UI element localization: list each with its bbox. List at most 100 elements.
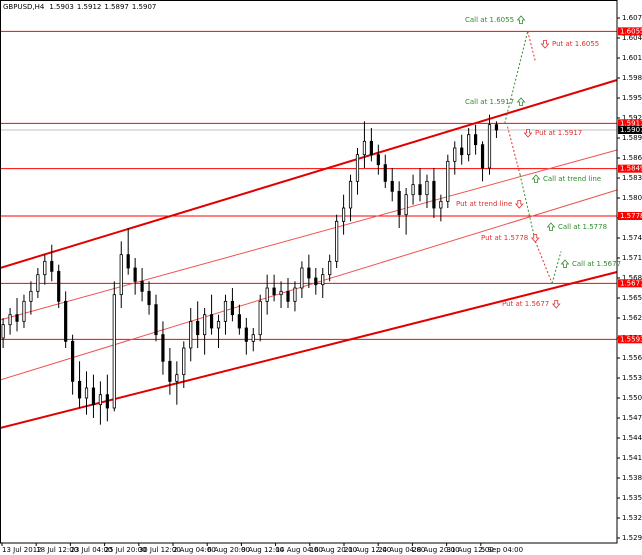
header-price: 1.5912: [77, 3, 102, 11]
arrow-icon: [516, 15, 526, 24]
y-tick-label: 1.5865: [622, 154, 642, 162]
annotation: Put at 1.5778: [481, 234, 528, 242]
y-tick-label: 1.5805: [622, 194, 642, 202]
candle-body: [77, 380, 82, 399]
candle-body: [223, 300, 228, 322]
annotation: Put at trend line: [456, 200, 512, 208]
header-price: 1.5897: [104, 3, 129, 11]
arrow-icon: [516, 97, 526, 106]
candle-body: [175, 374, 179, 382]
candle-body: [467, 134, 471, 156]
y-tick-label: 1.5895: [622, 134, 642, 142]
candle-body: [460, 147, 464, 156]
candle-body: [293, 287, 297, 302]
candle-body: [126, 254, 130, 269]
level-label: 1.5907: [620, 126, 642, 134]
y-tick-label: 1.5565: [622, 354, 642, 362]
candle-body: [57, 270, 61, 302]
candle-body: [43, 260, 47, 276]
candle-body: [244, 327, 248, 342]
y-tick-label: 1.5925: [622, 114, 642, 122]
candle-body: [140, 280, 144, 292]
candle-body: [98, 394, 103, 406]
y-tick-label: 1.5685: [622, 274, 642, 282]
level-label: 1.5677: [620, 279, 642, 287]
candle-body: [411, 184, 415, 196]
symbol: GBPUSD,H4: [3, 3, 45, 11]
arrow-icon: [546, 222, 556, 231]
trend-line: [0, 271, 618, 429]
candle-body: [369, 140, 373, 156]
candle-body: [230, 300, 235, 316]
plot-frame: [0, 0, 618, 544]
candle-body: [474, 134, 478, 146]
annotation: Put at 1.6055: [552, 40, 599, 48]
candle-body: [335, 220, 339, 262]
candle-body: [362, 140, 367, 156]
y-tick-label: 1.5445: [622, 434, 642, 442]
x-tick-label: 9 Aug 12:00: [241, 546, 284, 554]
y-tick-label: 1.5385: [622, 474, 642, 482]
arrow-icon: [523, 129, 533, 138]
candle-body: [161, 334, 165, 362]
annotation: Call at 1.5917: [465, 98, 514, 106]
annotation: Put at 1.5917: [535, 129, 582, 137]
y-tick-label: 1.5985: [622, 74, 642, 82]
arrow-icon: [540, 40, 550, 49]
level-tag: [618, 27, 642, 36]
candle-body: [168, 360, 172, 382]
y-tick-label: 1.6015: [622, 54, 642, 62]
y-tick-label: 1.5955: [622, 94, 642, 102]
y-tick-label: 1.6075: [622, 14, 642, 22]
candle-body: [432, 180, 436, 209]
level-label: 1.5778: [620, 212, 642, 220]
y-tick-label: 1.5505: [622, 394, 642, 402]
y-tick-label: 1.5835: [622, 174, 642, 182]
candle-body: [91, 387, 96, 406]
candle-body: [348, 180, 353, 209]
x-tick-label: 21 Aug 12:00: [344, 546, 391, 554]
candle-body: [321, 274, 325, 286]
candle-body: [307, 267, 311, 279]
candle-body: [147, 290, 151, 306]
annotation: Call at 1.5778: [558, 223, 607, 231]
y-tick-label: 1.5415: [622, 454, 642, 462]
candle-body: [50, 260, 54, 272]
y-tick-label: 1.5325: [622, 514, 642, 522]
level-label: 1.5849: [620, 165, 642, 173]
annotation: Call at trend line: [543, 175, 601, 183]
projection-line: [519, 174, 536, 242]
candle-body: [439, 200, 443, 209]
candle-body: [112, 294, 116, 409]
y-tick-label: 1.5715: [622, 254, 642, 262]
candle-body: [203, 314, 207, 336]
x-tick-label: 31 Aug 12:00: [447, 546, 494, 554]
x-tick-label: 16 Aug 20:00: [310, 546, 357, 554]
arrow-icon: [551, 300, 561, 309]
level-tag: [618, 126, 642, 134]
candle-body: [272, 287, 276, 296]
header-price: 1.5903: [49, 3, 74, 11]
candle-body: [119, 254, 123, 296]
candle-body: [209, 314, 214, 329]
arrow-icon: [531, 174, 541, 183]
x-tick-label: 23 Jul 04:00: [70, 546, 112, 554]
candle-body: [328, 260, 332, 276]
candle-body: [446, 160, 450, 202]
x-tick-label: 30 Jul 12:00: [139, 546, 181, 554]
x-tick-label: 2 Aug 04:00: [173, 546, 216, 554]
y-tick-label: 1.5625: [622, 314, 642, 322]
level-label: 1.6055: [620, 27, 642, 35]
arrow-icon: [530, 234, 540, 243]
y-tick-label: 1.5655: [622, 294, 642, 302]
projection-line: [507, 126, 521, 175]
level-tag: [618, 164, 642, 173]
candle-body: [105, 394, 109, 409]
annotation: Call at 1.5677: [572, 260, 621, 268]
x-tick-label: 25 Jul 20:00: [105, 546, 147, 554]
candle-body: [154, 304, 158, 336]
candle-body: [15, 314, 19, 322]
projection-line: [551, 251, 562, 284]
header-price: 1.5907: [132, 3, 157, 11]
